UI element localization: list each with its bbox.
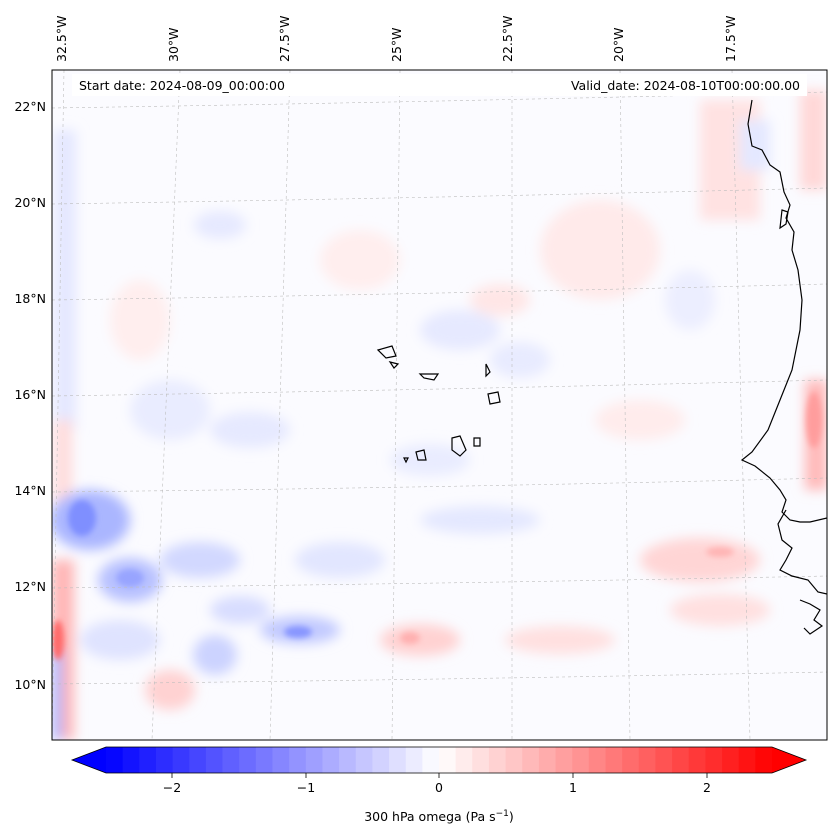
lon-label: 30°W <box>166 27 181 62</box>
colorbar-segment <box>139 747 157 773</box>
valid-date-label: Valid_date: 2024-08-10T00:00:00.00 <box>571 78 800 93</box>
island-santo-antao <box>376 345 397 359</box>
lat-label: 16°N <box>14 387 46 402</box>
island-sal <box>485 363 491 378</box>
colorbar-segment <box>422 747 440 773</box>
colorbar-segment <box>572 747 590 773</box>
colorbar-segment <box>738 747 756 773</box>
colorbar-tick-label: 2 <box>703 780 711 795</box>
lon-label: 20°W <box>611 27 626 62</box>
colorbar-segment <box>455 747 473 773</box>
start-date-label: Start date: 2024-08-09_00:00:00 <box>79 78 285 93</box>
lon-label: 22.5°W <box>500 16 515 62</box>
colorbar-segment <box>672 747 690 773</box>
colorbar: −2 −1 0 1 2 300 hPa omega (Pa s−1) <box>70 746 808 824</box>
colorbar-segments <box>106 747 773 773</box>
lat-label: 14°N <box>14 483 46 498</box>
lon-label: 25°W <box>389 27 404 62</box>
colorbar-segment <box>389 747 407 773</box>
colorbar-segment <box>622 747 640 773</box>
lon-label: 17.5°W <box>723 16 738 62</box>
island-boa-vista <box>487 391 501 405</box>
colorbar-segment <box>439 747 457 773</box>
colorbar-segment <box>638 747 656 773</box>
island-sao-vicente <box>388 361 400 369</box>
colorbar-segment <box>255 747 273 773</box>
island-sao-nicolau <box>418 373 440 381</box>
colorbar-segment <box>555 747 573 773</box>
header-box <box>72 74 807 96</box>
lat-label: 12°N <box>14 579 46 594</box>
colorbar-segment <box>705 747 723 773</box>
island-santiago <box>451 435 467 457</box>
colorbar-segment <box>372 747 390 773</box>
omega-field <box>52 90 827 740</box>
colorbar-segment <box>155 747 173 773</box>
colorbar-segment <box>339 747 357 773</box>
colorbar-segment <box>655 747 673 773</box>
map-frame <box>51 69 828 741</box>
colorbar-tick-label: 1 <box>569 780 577 795</box>
colorbar-segment <box>355 747 373 773</box>
lat-label: 20°N <box>14 195 46 210</box>
colorbar-extend-max <box>772 747 806 773</box>
island-brava <box>403 457 409 464</box>
colorbar-outline <box>70 746 808 774</box>
lat-label: 22°N <box>14 99 46 114</box>
colorbar-segment <box>538 747 556 773</box>
longitude-labels: 32.5°W 30°W 27.5°W 25°W 22.5°W 20°W 17.5… <box>54 16 738 62</box>
colorbar-segment <box>272 747 290 773</box>
lat-label: 18°N <box>14 291 46 306</box>
colorbar-segment <box>239 747 257 773</box>
coastline <box>376 99 827 635</box>
colorbar-segment <box>106 747 124 773</box>
lon-label: 32.5°W <box>54 16 69 62</box>
colorbar-segment <box>322 747 340 773</box>
colorbar-label: 300 hPa omega (Pa s−1) <box>364 809 514 824</box>
colorbar-segment <box>205 747 223 773</box>
gridlines <box>52 70 827 740</box>
lat-label: 10°N <box>14 677 46 692</box>
colorbar-segment <box>588 747 606 773</box>
colorbar-segment <box>122 747 140 773</box>
colorbar-extend-min <box>72 747 106 773</box>
colorbar-tick-label: 0 <box>435 780 443 795</box>
colorbar-segment <box>472 747 490 773</box>
island-fogo <box>415 449 427 461</box>
colorbar-segment <box>189 747 207 773</box>
colorbar-tick-label: −1 <box>297 780 315 795</box>
colorbar-segment <box>488 747 506 773</box>
colorbar-segment <box>405 747 423 773</box>
colorbar-segment <box>522 747 540 773</box>
island-maio <box>473 437 481 447</box>
colorbar-segment <box>172 747 190 773</box>
colorbar-tick-label: −2 <box>163 780 181 795</box>
lon-label: 27.5°W <box>277 16 292 62</box>
latitude-labels: 22°N 20°N 18°N 16°N 14°N 12°N 10°N <box>14 99 46 692</box>
colorbar-segment <box>688 747 706 773</box>
colorbar-segment <box>305 747 323 773</box>
colorbar-ticks <box>171 773 708 778</box>
colorbar-segment <box>722 747 740 773</box>
colorbar-segment <box>755 747 773 773</box>
colorbar-segment <box>289 747 307 773</box>
colorbar-segment <box>605 747 623 773</box>
colorbar-segment <box>505 747 523 773</box>
colorbar-segment <box>222 747 240 773</box>
